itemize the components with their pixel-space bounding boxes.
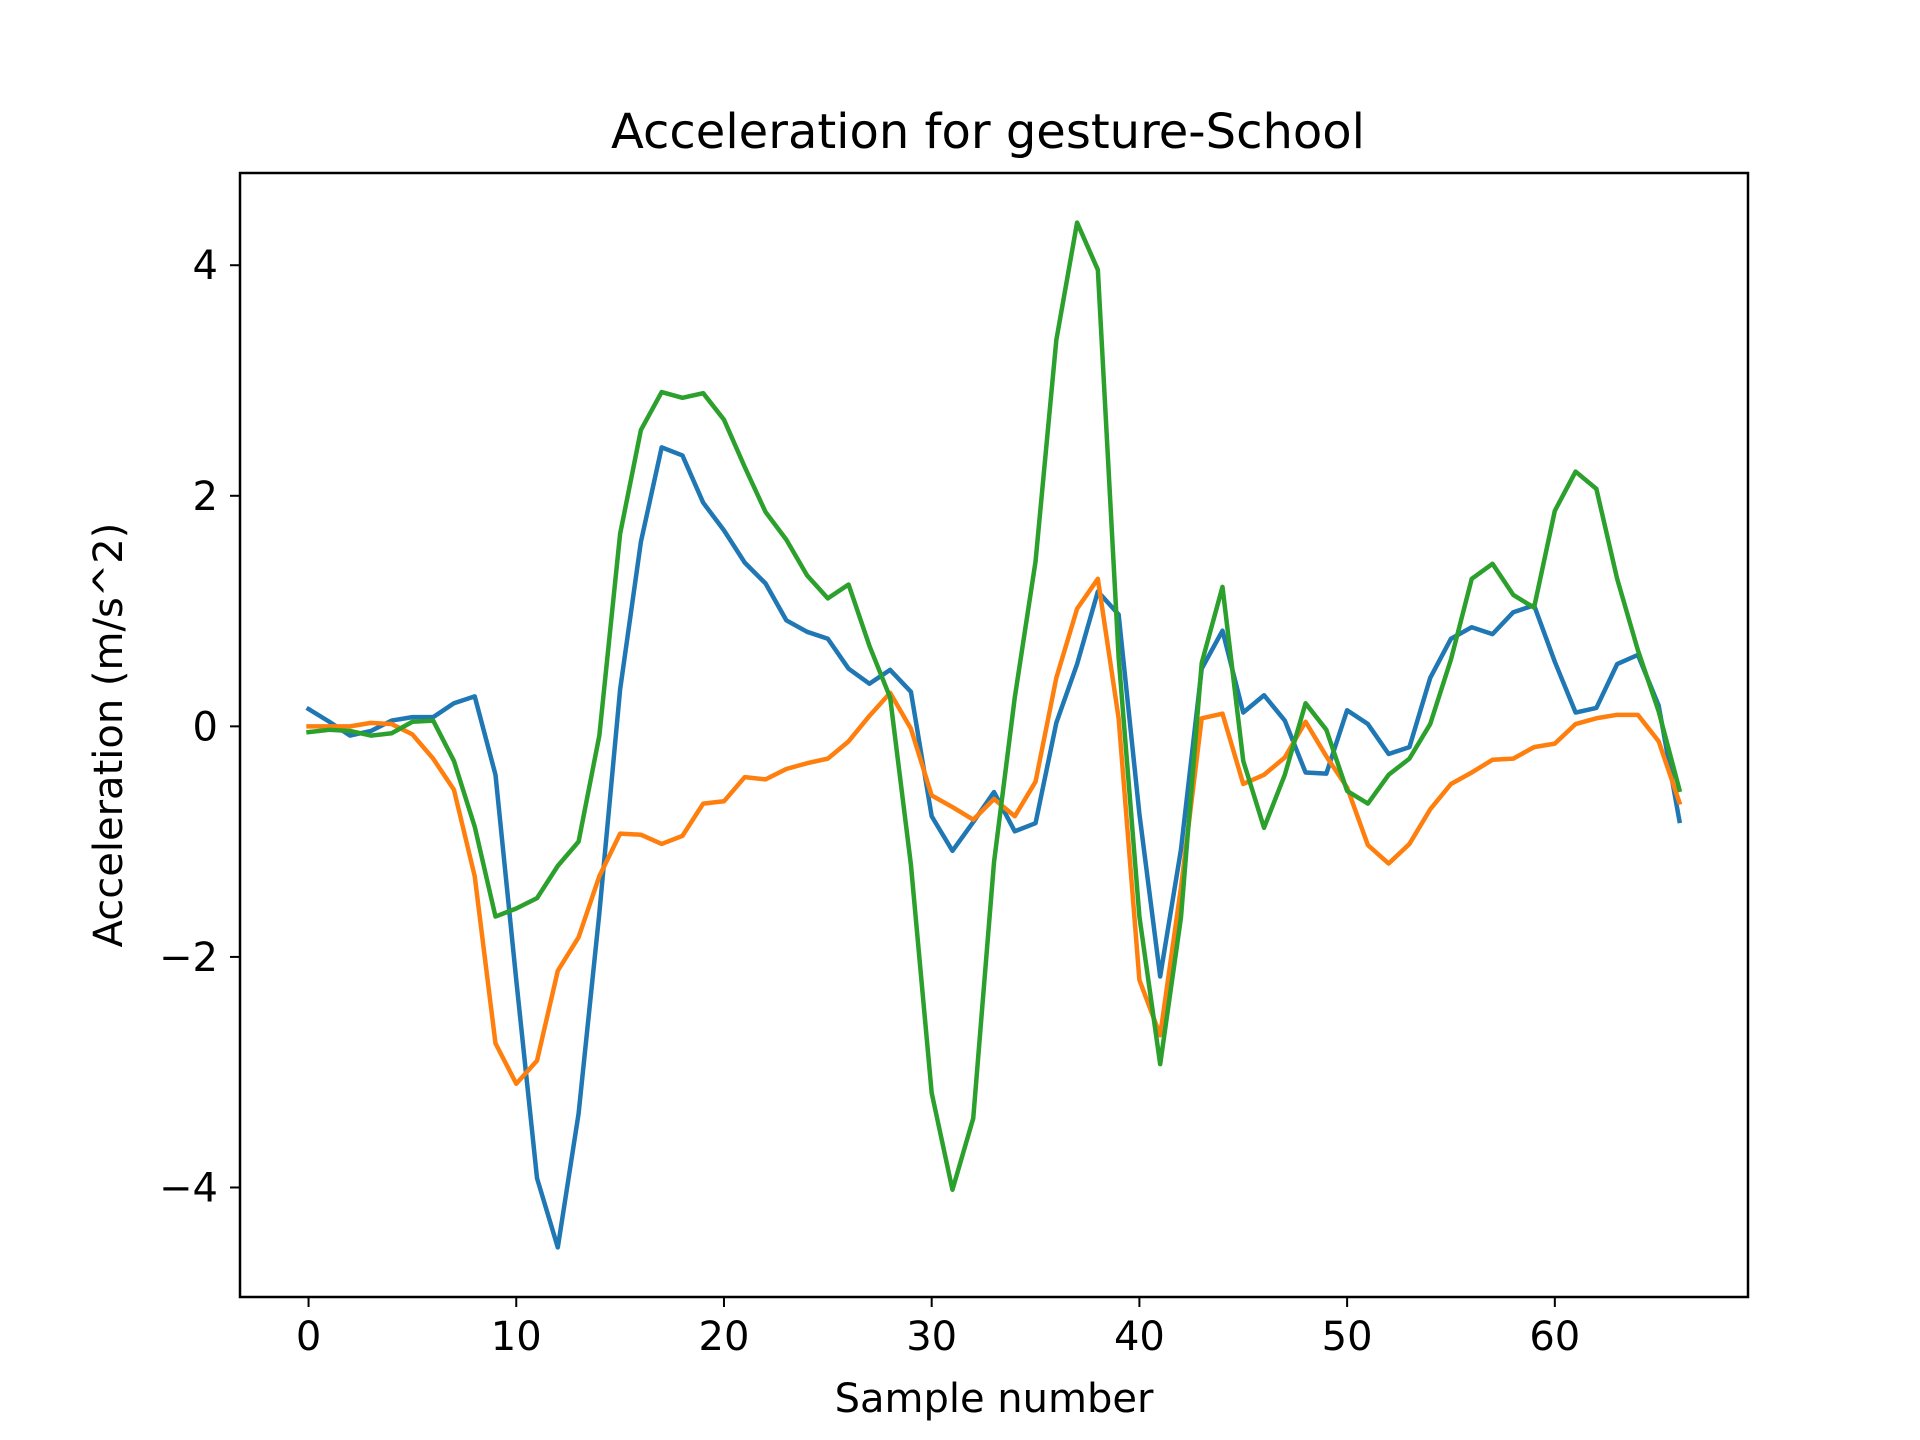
series-layer <box>305 220 1683 1250</box>
y-axis: −4 −2 0 2 4 <box>159 243 240 1211</box>
x-tick-label: 50 <box>1322 1314 1373 1360</box>
x-tick-label: 0 <box>296 1314 321 1360</box>
y-axis-label: Acceleration (m/s^2) <box>86 523 132 948</box>
series-line-2 <box>306 576 1683 1086</box>
x-tick-label: 30 <box>906 1314 957 1360</box>
chart-title: Acceleration for gesture-School <box>611 104 1365 160</box>
plot-frame <box>238 171 1750 1299</box>
x-tick-label: 60 <box>1529 1314 1580 1360</box>
x-tick-label: 10 <box>491 1314 542 1360</box>
series-line-1 <box>305 445 1683 1250</box>
y-tick-label: 0 <box>193 704 218 750</box>
y-tick-label: 2 <box>193 474 218 520</box>
y-tick-label: 4 <box>193 243 218 289</box>
series-line-3 <box>306 220 1683 1193</box>
x-axis-label: Sample number <box>835 1376 1154 1422</box>
y-tick-label: −2 <box>159 935 218 981</box>
x-tick-label: 40 <box>1114 1314 1165 1360</box>
x-tick-label: 20 <box>699 1314 750 1360</box>
y-tick-label: −4 <box>159 1165 218 1211</box>
x-axis: 0 10 20 30 40 50 60 <box>296 1297 1580 1360</box>
